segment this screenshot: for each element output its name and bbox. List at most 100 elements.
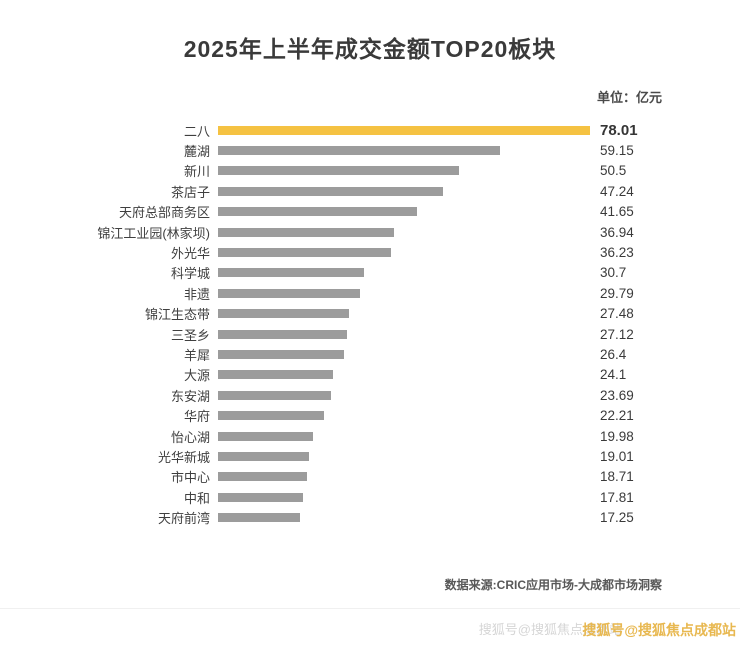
chart-row: 茶店子 47.24 xyxy=(35,181,705,201)
category-label: 三圣乡 xyxy=(170,327,210,343)
bar xyxy=(218,207,417,217)
value-label: 22.21 xyxy=(600,408,634,424)
category-label: 新川 xyxy=(183,164,210,180)
bar xyxy=(218,309,350,319)
bar-track xyxy=(218,411,590,421)
category-label: 麓湖 xyxy=(183,144,210,160)
chart-row: 怡心湖 19.98 xyxy=(35,426,705,446)
value-label: 41.65 xyxy=(600,204,634,220)
chart-row: 中和 17.81 xyxy=(35,487,705,507)
category-label: 科学城 xyxy=(170,266,210,282)
chart-row: 三圣乡 27.12 xyxy=(35,324,705,344)
bar xyxy=(218,227,395,237)
bar-track xyxy=(218,309,590,319)
bar xyxy=(218,186,444,196)
category-label: 外光华 xyxy=(170,246,210,262)
bar xyxy=(218,268,365,278)
chart-row: 东安湖 23.69 xyxy=(35,385,705,405)
watermark-text: 搜狐号@搜狐焦点成都站 xyxy=(582,622,736,638)
category-label: 光华新城 xyxy=(157,449,210,465)
value-label: 27.48 xyxy=(600,306,634,322)
chart-row: 天府总部商务区 41.65 xyxy=(35,202,705,222)
value-label: 78.01 xyxy=(600,121,638,139)
value-label: 26.4 xyxy=(600,346,627,362)
category-label: 锦江生态带 xyxy=(144,307,210,323)
value-label: 17.81 xyxy=(600,489,634,505)
value-label: 29.79 xyxy=(600,285,634,301)
bar xyxy=(218,125,590,135)
chart-row: 市中心 18.71 xyxy=(35,467,705,487)
bar xyxy=(218,248,391,258)
category-label: 非遗 xyxy=(183,286,210,302)
chart-row: 羊犀 26.4 xyxy=(35,344,705,364)
bar-track xyxy=(218,329,590,339)
bar xyxy=(218,451,309,461)
value-label: 24.1 xyxy=(600,367,627,383)
bar-track xyxy=(218,207,590,217)
bar-track xyxy=(218,125,590,135)
category-label: 华府 xyxy=(183,409,210,425)
value-label: 17.25 xyxy=(600,510,634,526)
value-label: 30.7 xyxy=(600,265,627,281)
bar-track xyxy=(218,146,590,156)
bar xyxy=(218,390,331,400)
category-label: 大源 xyxy=(183,368,210,384)
value-label: 36.94 xyxy=(600,224,634,240)
chart-row: 二八 78.01 xyxy=(35,120,705,140)
bottom-divider xyxy=(0,608,740,609)
category-label: 东安湖 xyxy=(170,388,210,404)
bar xyxy=(218,513,301,523)
value-label: 18.71 xyxy=(600,469,634,485)
bar-chart: 二八 78.01 麓湖 59.15 新川 50.5 茶店子 47.24 天府总部商务区 41.65… xyxy=(35,120,705,528)
bar-track xyxy=(218,248,590,258)
value-label: 59.15 xyxy=(600,143,634,159)
bar-track xyxy=(218,451,590,461)
bar xyxy=(218,411,324,421)
bar-track xyxy=(218,227,590,237)
category-label: 二八 xyxy=(183,123,210,139)
bar-track xyxy=(218,370,590,380)
value-label: 19.98 xyxy=(600,428,634,444)
chart-row: 华府 22.21 xyxy=(35,405,705,425)
bar xyxy=(218,431,314,441)
bar-track xyxy=(218,472,590,482)
chart-row: 天府前湾 17.25 xyxy=(35,507,705,527)
value-label: 23.69 xyxy=(600,387,634,403)
bar-track xyxy=(218,268,590,278)
value-label: 27.12 xyxy=(600,326,634,342)
chart-row: 麓湖 59.15 xyxy=(35,140,705,160)
chart-row: 非遗 29.79 xyxy=(35,283,705,303)
value-label: 36.23 xyxy=(600,245,634,261)
category-label: 中和 xyxy=(183,490,210,506)
category-label: 天府前湾 xyxy=(157,511,210,527)
bar-track xyxy=(218,390,590,400)
chart-row: 光华新城 19.01 xyxy=(35,446,705,466)
chart-row: 新川 50.5 xyxy=(35,161,705,181)
category-label: 怡心湖 xyxy=(170,429,210,445)
chart-row: 大源 24.1 xyxy=(35,365,705,385)
category-label: 锦江工业园(林家坝) xyxy=(97,225,210,241)
unit-label: 单位：亿元 xyxy=(596,90,662,105)
chart-row: 锦江工业园(林家坝) 36.94 xyxy=(35,222,705,242)
watermark-ghost-text: 搜狐号@搜狐焦点成都站 xyxy=(478,622,622,637)
bar-track xyxy=(218,349,590,359)
bar-track xyxy=(218,166,590,176)
bar xyxy=(218,166,459,176)
bar-track xyxy=(218,288,590,298)
bar xyxy=(218,349,344,359)
bar xyxy=(218,288,361,298)
category-label: 市中心 xyxy=(170,470,210,486)
bar-track xyxy=(218,492,590,502)
bar-track xyxy=(218,186,590,196)
data-source-label: 数据来源:CRIC应用市场-大成都市场洞察 xyxy=(444,578,662,592)
value-label: 50.5 xyxy=(600,163,627,179)
value-label: 19.01 xyxy=(600,448,634,464)
chart-row: 外光华 36.23 xyxy=(35,242,705,262)
chart-row: 锦江生态带 27.48 xyxy=(35,304,705,324)
category-label: 天府总部商务区 xyxy=(118,205,210,221)
category-label: 羊犀 xyxy=(183,347,210,363)
chart-title: 2025年上半年成交金额TOP20板块 xyxy=(183,36,557,62)
bar-track xyxy=(218,431,590,441)
bar xyxy=(218,370,333,380)
